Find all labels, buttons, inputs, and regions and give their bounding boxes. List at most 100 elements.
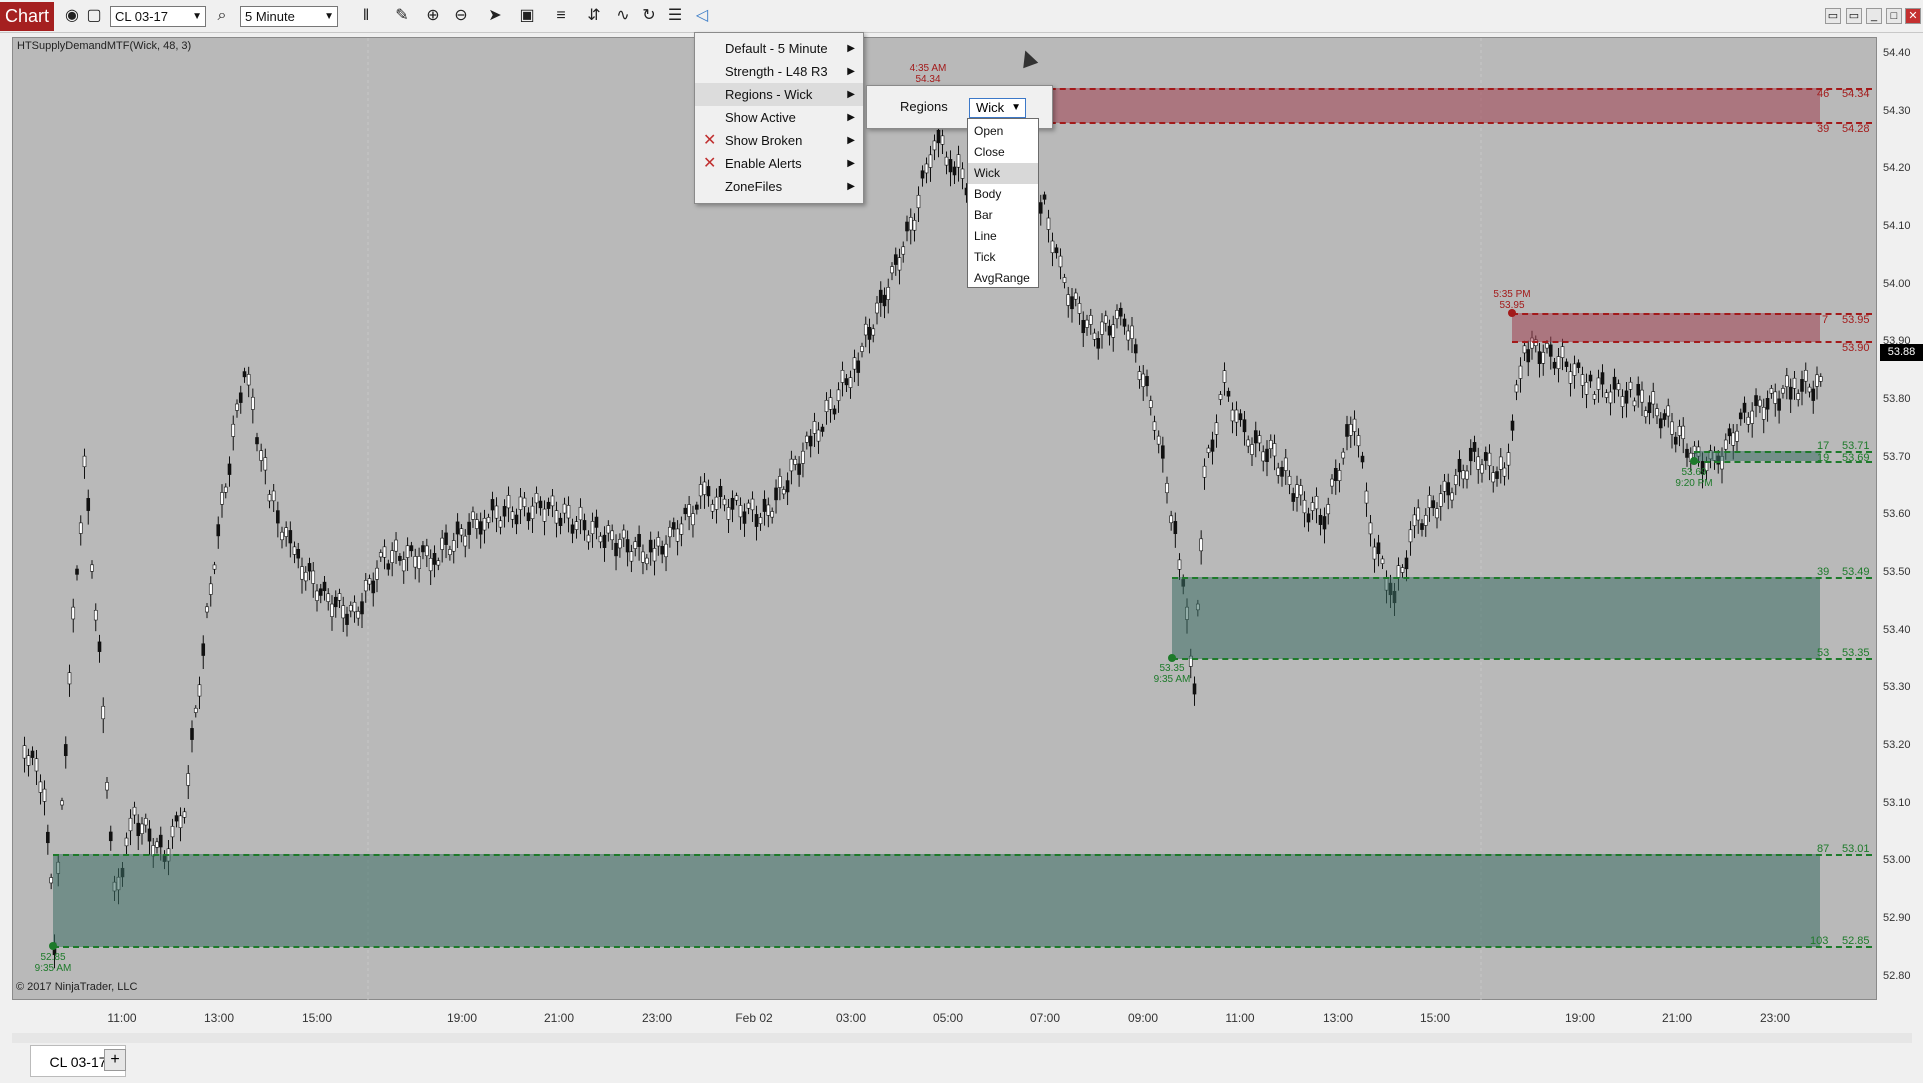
pivot-time: 4:35 AM: [909, 63, 947, 74]
candle-body: [832, 408, 837, 415]
price-axis[interactable]: 54.40 54.30 54.20 54.10 54.00 53.90 53.8…: [1877, 37, 1923, 1000]
candle-body: [629, 551, 634, 562]
candle-body: [401, 559, 406, 572]
candle-body: [1738, 412, 1743, 420]
candle-body: [1453, 475, 1458, 485]
candle-body: [1541, 352, 1546, 364]
candle-body: [197, 684, 202, 697]
candle-body: [1356, 435, 1361, 447]
menu-item-default[interactable]: Default - 5 Minute ▶: [695, 37, 863, 60]
pivot-time: 9:35 AM: [34, 963, 72, 974]
menu-item-strength[interactable]: Strength - L48 R3 ▶: [695, 60, 863, 83]
candle-body: [952, 166, 957, 176]
chart-panel[interactable]: [12, 37, 1877, 1001]
instrument-select[interactable]: CL 03-17 ▼: [110, 6, 206, 27]
candle-body: [1608, 391, 1613, 404]
candle-body: [778, 476, 782, 488]
candle-body: [1427, 494, 1432, 509]
dropdown-option-bar[interactable]: Bar: [974, 208, 993, 222]
interval-select[interactable]: 5 Minute ▼: [240, 6, 338, 27]
regions-select[interactable]: Wick ▼: [969, 98, 1026, 118]
bars-icon[interactable]: ǁ: [362, 7, 370, 24]
add-tab-button[interactable]: +: [104, 1049, 126, 1071]
demand-mid-price-lower: 53.35: [1842, 647, 1870, 659]
candle-body: [1545, 343, 1549, 349]
cascade-window-icon[interactable]: ▭: [1846, 8, 1862, 24]
window-icon[interactable]: ▢: [86, 7, 102, 24]
menu-item-show-broken[interactable]: ✕ Show Broken ▶: [695, 129, 863, 152]
candle-body: [1468, 447, 1473, 462]
candle-body: [1077, 303, 1082, 314]
candle-body: [311, 570, 316, 584]
candle-body: [1548, 344, 1553, 357]
indicator-icon[interactable]: ∿: [616, 7, 630, 24]
horizontal-scrollbar[interactable]: [12, 1033, 1912, 1043]
candle-body: [570, 524, 575, 534]
candle-body: [1461, 470, 1466, 480]
candle-body: [1580, 374, 1585, 386]
dropdown-option-open[interactable]: Open: [974, 124, 1004, 138]
time-axis[interactable]: 11:00 13:00 15:00 19:00 21:00 23:00 Feb …: [12, 1000, 1877, 1033]
pencil-icon[interactable]: ✎: [395, 7, 409, 24]
menu-item-show-active[interactable]: Show Active ▶: [695, 106, 863, 129]
candle-body: [42, 788, 47, 802]
zoom-in-icon[interactable]: ⊕: [426, 7, 440, 24]
data-box-icon[interactable]: ▣: [519, 7, 535, 24]
candle-body: [1141, 373, 1146, 387]
refresh-icon[interactable]: ↻: [642, 7, 656, 24]
candle-body: [22, 745, 27, 759]
candle-body: [382, 546, 387, 558]
candle-body: [356, 611, 361, 619]
candle-body: [1526, 349, 1531, 363]
chevron-right-icon: ▶: [847, 181, 855, 192]
dropdown-option-body[interactable]: Body: [974, 187, 1002, 201]
dropdown-option-line[interactable]: Line: [974, 229, 997, 243]
candle-body: [594, 516, 599, 528]
demand-mid-line-upper: [1172, 577, 1872, 579]
candle-body: [641, 551, 645, 563]
menu-item-label: Default - 5 Minute: [725, 41, 828, 56]
candle-body: [1050, 240, 1055, 254]
chart-type-icon[interactable]: ≡: [556, 7, 566, 24]
candle-body: [801, 450, 805, 464]
tile-window-icon[interactable]: ▭: [1825, 8, 1841, 24]
menu-item-regions[interactable]: Regions - Wick ▶: [695, 83, 863, 106]
candle-body: [514, 514, 519, 525]
pointer-icon[interactable]: ➤: [488, 7, 502, 24]
candle-body: [1420, 523, 1424, 530]
tab-cl-03-17[interactable]: CL 03-17: [30, 1045, 126, 1077]
candle-body: [637, 534, 641, 547]
pivot-price: 54.34: [915, 74, 941, 85]
supply-zone-top: [1010, 88, 1820, 123]
close-icon[interactable]: ✕: [1905, 8, 1921, 24]
pivot-dot-low: [49, 942, 57, 950]
candle-body: [1476, 456, 1481, 470]
candle-body: [1326, 504, 1331, 515]
menu-item-zonefiles[interactable]: ZoneFiles ▶: [695, 175, 863, 198]
candle-body: [1773, 391, 1778, 404]
trade-icon[interactable]: ⇵: [587, 7, 601, 24]
candle-body: [1803, 369, 1808, 382]
dropdown-option-tick[interactable]: Tick: [974, 250, 996, 264]
candle-body: [1234, 409, 1239, 423]
dropdown-option-wick[interactable]: Wick: [968, 163, 1038, 184]
candle-body: [1092, 332, 1097, 340]
candle-body: [625, 539, 630, 553]
search-icon[interactable]: ⌕: [217, 7, 227, 24]
candle-body: [1318, 515, 1323, 525]
zoom-out-icon[interactable]: ⊖: [454, 7, 468, 24]
menu-item-enable-alerts[interactable]: ✕ Enable Alerts ▶: [695, 152, 863, 175]
time-tick: 23:00: [641, 1011, 673, 1025]
dropdown-option-close[interactable]: Close: [974, 145, 1005, 159]
candle-body: [432, 553, 437, 565]
camera-icon[interactable]: ◉: [65, 7, 79, 24]
maximize-icon[interactable]: □: [1886, 8, 1902, 24]
candle-body: [398, 555, 402, 561]
list-icon[interactable]: ☰: [667, 7, 683, 24]
price-tick: 53.40: [1883, 624, 1911, 636]
dropdown-option-avgrange[interactable]: AvgRange: [974, 271, 1030, 285]
candle-body: [1640, 389, 1644, 403]
share-icon[interactable]: ◁: [695, 7, 709, 24]
chart-menu-button[interactable]: Chart: [0, 2, 54, 31]
minimize-icon[interactable]: _: [1866, 8, 1882, 24]
